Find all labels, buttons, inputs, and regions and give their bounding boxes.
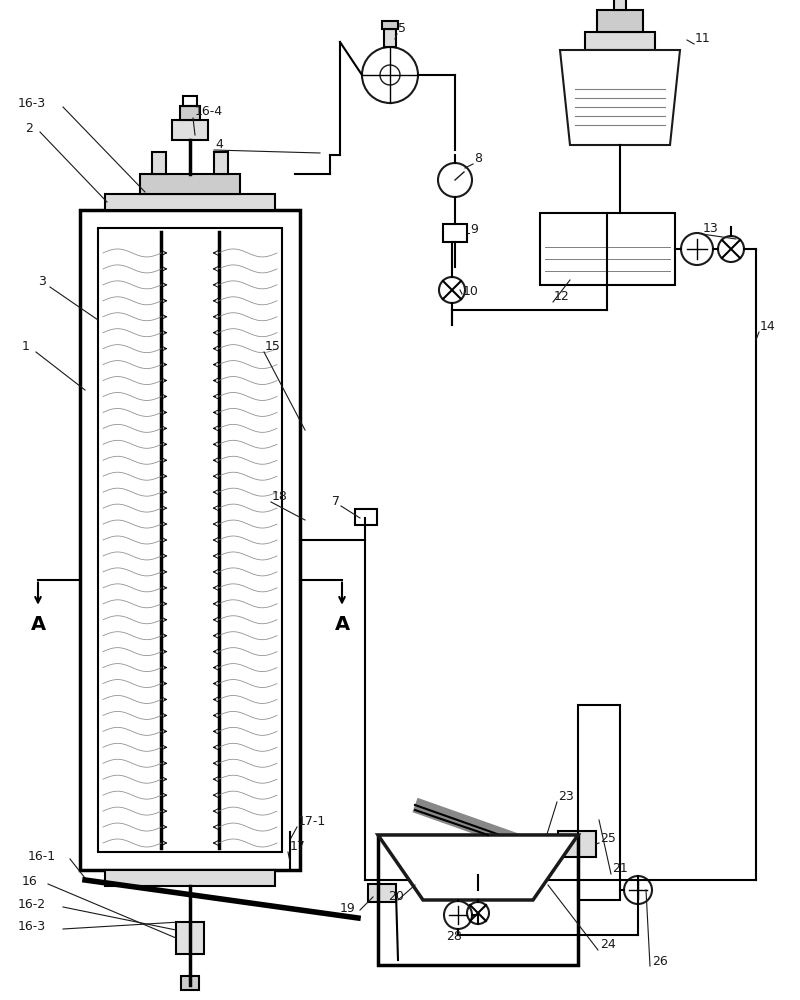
Text: 11: 11 bbox=[695, 32, 710, 45]
Polygon shape bbox=[560, 50, 680, 145]
Bar bbox=[105, 194, 275, 210]
Text: 13: 13 bbox=[703, 222, 718, 235]
Text: 1: 1 bbox=[22, 340, 30, 353]
Text: 18: 18 bbox=[272, 490, 288, 503]
Text: 26: 26 bbox=[652, 955, 668, 968]
Bar bbox=[80, 210, 300, 870]
Bar bbox=[378, 835, 578, 965]
Text: 21: 21 bbox=[612, 862, 628, 875]
Bar bbox=[585, 32, 655, 50]
Text: 17: 17 bbox=[290, 840, 306, 853]
Text: 2: 2 bbox=[25, 122, 33, 135]
Bar bbox=[382, 21, 398, 29]
Text: 5: 5 bbox=[398, 22, 406, 35]
Bar bbox=[140, 174, 240, 194]
Text: 9: 9 bbox=[470, 223, 478, 236]
Bar bbox=[540, 213, 675, 285]
Bar bbox=[152, 152, 166, 174]
Bar bbox=[183, 96, 197, 106]
Bar bbox=[105, 870, 275, 886]
Text: A: A bbox=[30, 615, 46, 634]
Bar bbox=[443, 224, 467, 242]
Text: 4: 4 bbox=[215, 138, 223, 151]
Text: 20: 20 bbox=[388, 890, 404, 903]
Bar bbox=[355, 509, 377, 525]
Text: 16-3: 16-3 bbox=[18, 97, 46, 110]
Text: 7: 7 bbox=[332, 495, 340, 508]
Text: 16: 16 bbox=[22, 875, 38, 888]
Bar bbox=[214, 152, 228, 174]
Bar bbox=[172, 120, 208, 140]
Text: 10: 10 bbox=[463, 285, 479, 298]
Text: 8: 8 bbox=[474, 152, 482, 165]
Text: 12: 12 bbox=[554, 290, 570, 303]
Text: 3: 3 bbox=[38, 275, 46, 288]
Bar bbox=[384, 29, 396, 47]
Text: 24: 24 bbox=[600, 938, 616, 951]
Text: 23: 23 bbox=[558, 790, 574, 803]
Text: 16-2: 16-2 bbox=[18, 898, 46, 911]
Bar bbox=[597, 10, 643, 32]
Polygon shape bbox=[378, 835, 578, 900]
Bar bbox=[578, 705, 620, 900]
Bar bbox=[180, 106, 200, 120]
Text: 15: 15 bbox=[265, 340, 281, 353]
Text: 25: 25 bbox=[600, 832, 616, 845]
Bar bbox=[181, 976, 199, 990]
Text: 17-1: 17-1 bbox=[298, 815, 326, 828]
Text: 14: 14 bbox=[760, 320, 776, 333]
Text: 16-4: 16-4 bbox=[195, 105, 223, 118]
Bar bbox=[614, 0, 626, 10]
Bar bbox=[368, 884, 396, 902]
Text: 16-1: 16-1 bbox=[28, 850, 56, 863]
Text: 28: 28 bbox=[446, 930, 462, 943]
Bar bbox=[558, 831, 596, 857]
Text: A: A bbox=[334, 615, 350, 634]
Text: 19: 19 bbox=[340, 902, 356, 915]
Text: 16-3: 16-3 bbox=[18, 920, 46, 933]
Bar bbox=[98, 228, 282, 852]
Bar bbox=[176, 922, 204, 954]
